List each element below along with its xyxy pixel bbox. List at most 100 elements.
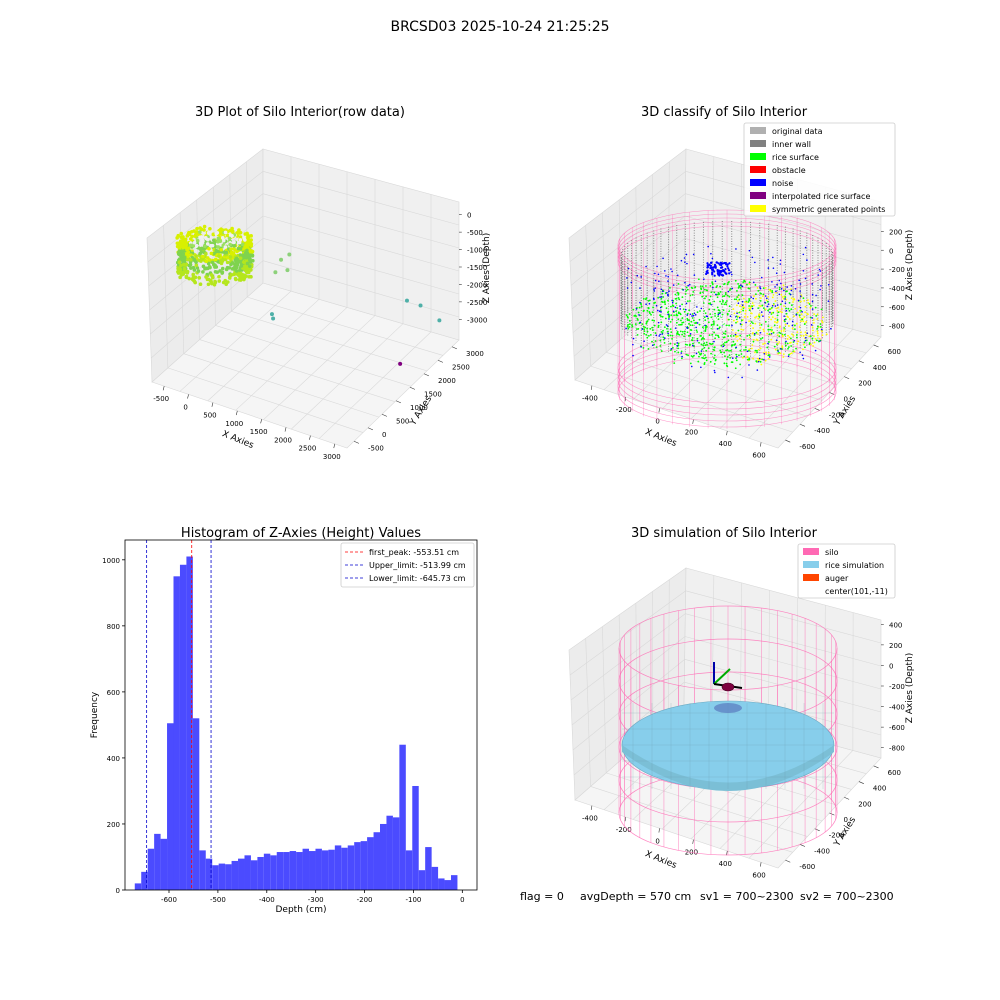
gap-point [709, 305, 712, 307]
surface-point [647, 299, 650, 302]
surface-point [759, 360, 762, 363]
raw-point [189, 257, 193, 262]
raw-point [223, 230, 228, 235]
surface-point [653, 343, 656, 346]
classify-3d-plot: 3D classify of Silo Interior -400 -200 0 20… [568, 105, 915, 459]
surface-point [784, 296, 787, 299]
surface-point [669, 320, 672, 323]
gap-point [689, 311, 691, 314]
surface-point [670, 305, 672, 308]
surface-point [787, 334, 789, 337]
classify-y-tick-mark [858, 360, 864, 364]
noise-point [684, 281, 686, 284]
noise-point [692, 344, 694, 347]
surface-point [748, 305, 751, 307]
surface-point [728, 289, 731, 291]
raw-y-tick-mark [367, 427, 374, 431]
histogram-bar [315, 848, 322, 890]
raw-point [233, 276, 238, 281]
surface-point [748, 309, 751, 312]
grid-line [262, 171, 460, 226]
surface-point [782, 288, 785, 290]
surface-point [627, 327, 630, 330]
surface-point [691, 317, 694, 319]
surface-point [685, 353, 688, 356]
surface-point [691, 337, 694, 339]
surface-point [755, 360, 758, 363]
surface-point [663, 338, 665, 341]
histogram-bar [186, 556, 193, 890]
surface-point [786, 342, 789, 345]
noise-point [776, 304, 779, 306]
raw-point [200, 254, 205, 259]
surface-point [723, 344, 726, 347]
noise-point [686, 327, 689, 329]
noise-point [721, 262, 724, 265]
surface-point [740, 353, 743, 355]
raw-z-tick: -2000 [467, 281, 487, 289]
histogram-bar [328, 849, 335, 890]
surface-point [736, 339, 739, 342]
raw-point [246, 235, 251, 240]
noise-point [772, 267, 775, 269]
surface-point [719, 291, 722, 293]
noise-point [760, 276, 763, 279]
surface-point [764, 320, 767, 323]
noise-point [759, 287, 762, 290]
surface-point [668, 315, 671, 318]
surface-point [686, 318, 689, 321]
histogram-bar [231, 860, 239, 890]
surface-point [724, 355, 726, 358]
noise-point [830, 327, 832, 330]
surface-point [692, 342, 694, 345]
surface-point [748, 357, 751, 360]
surface-point [794, 324, 796, 327]
simulation-y-tick-mark [814, 828, 820, 832]
surface-point [732, 308, 735, 310]
surface-point [626, 315, 629, 318]
histogram-bar [134, 883, 142, 890]
surface-point [767, 351, 770, 354]
raw-point [194, 243, 199, 248]
noise-point [727, 376, 730, 379]
surface-point [677, 283, 680, 285]
noise-point [817, 274, 820, 276]
raw-point [198, 235, 202, 240]
noise-point [748, 249, 751, 252]
surface-point [738, 298, 741, 301]
histogram-bar [418, 870, 426, 890]
surface-point [767, 295, 770, 298]
grid-line [262, 193, 460, 249]
surface-point [723, 283, 725, 286]
surface-point [724, 330, 727, 333]
simulation-legend-swatch [803, 574, 819, 581]
surface-point [764, 286, 767, 289]
surface-point [792, 301, 794, 303]
gap-point [700, 299, 703, 302]
noise-point [671, 270, 673, 273]
noise-point [706, 266, 709, 269]
surface-point [669, 334, 672, 337]
surface-point [699, 292, 702, 295]
gap-point [735, 317, 738, 319]
noise-point [780, 282, 782, 285]
noise-point [771, 281, 773, 283]
noise-point [810, 324, 813, 326]
histogram-title: Histogram of Z-Axies (Height) Values [181, 526, 421, 541]
surface-point [724, 293, 727, 296]
noise-point [710, 252, 712, 255]
surface-point [700, 331, 703, 334]
surface-point [740, 328, 743, 331]
surface-point [798, 314, 801, 317]
surface-point [721, 313, 724, 316]
raw-point [216, 245, 220, 249]
simulation-x-tick-mark [760, 862, 762, 867]
surface-point [712, 348, 715, 351]
surface-point [798, 305, 801, 308]
surface-point [662, 329, 664, 332]
surface-point [754, 284, 757, 286]
noise-point [762, 315, 764, 317]
noise-point [711, 257, 714, 260]
simulation-x-tick: 0 [655, 837, 659, 845]
surface-point [651, 319, 654, 322]
